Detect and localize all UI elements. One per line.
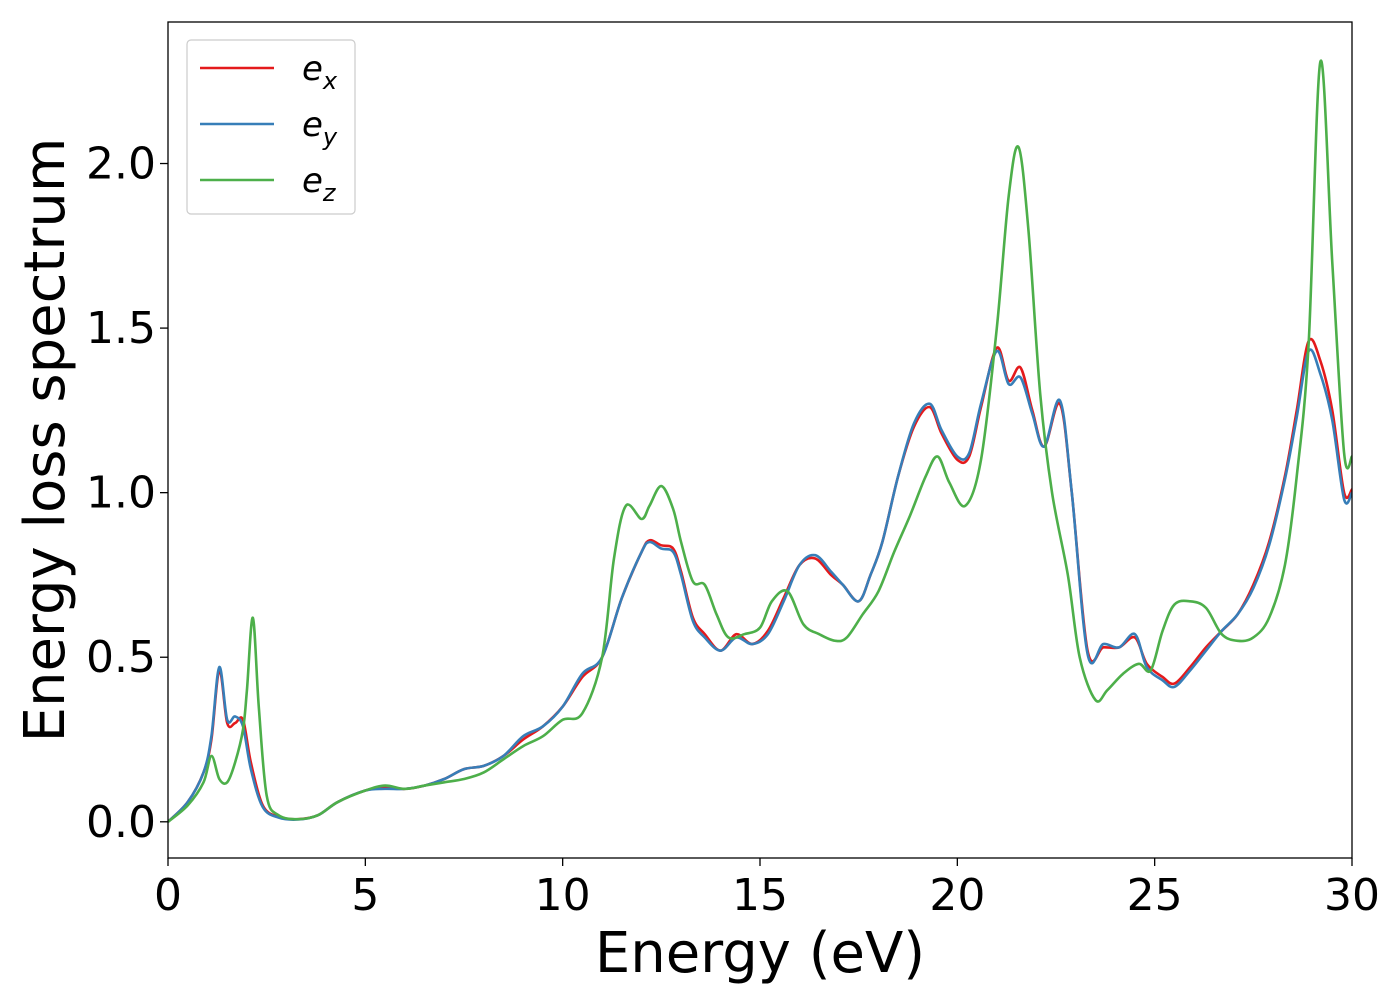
y-tick-label: 0.0 — [86, 797, 156, 848]
series-layer — [168, 59, 1352, 823]
y-tick-label: 1.0 — [86, 468, 156, 519]
legend-label-ez: ez — [302, 161, 337, 207]
legend-label-ex: ex — [302, 49, 338, 95]
x-tick-label: 10 — [535, 870, 591, 921]
series-line-ex — [168, 337, 1352, 823]
y-tick-label: 0.5 — [86, 632, 156, 683]
x-axis-label: Energy (eV) — [595, 921, 925, 986]
x-tick-label: 20 — [929, 870, 985, 921]
x-tick-label: 30 — [1324, 870, 1380, 921]
y-axis-label: Energy loss spectrum — [13, 138, 78, 743]
legend-label-ey: ey — [302, 105, 338, 151]
y-tick-label: 1.5 — [86, 303, 156, 354]
x-tick-label: 5 — [351, 870, 379, 921]
series-line-ey — [168, 348, 1352, 823]
x-tick-label: 0 — [154, 870, 182, 921]
y-tick-label: 2.0 — [86, 139, 156, 190]
legend: ex ey ez — [186, 39, 356, 215]
x-axis-ticks: 0 5 10 15 20 25 30 — [154, 858, 1380, 921]
legend-frame — [186, 39, 356, 215]
x-tick-label: 15 — [732, 870, 788, 921]
series-line-ez — [168, 59, 1352, 823]
y-axis-ticks: 0.0 0.5 1.0 1.5 2.0 — [86, 139, 168, 848]
x-tick-label: 25 — [1127, 870, 1183, 921]
